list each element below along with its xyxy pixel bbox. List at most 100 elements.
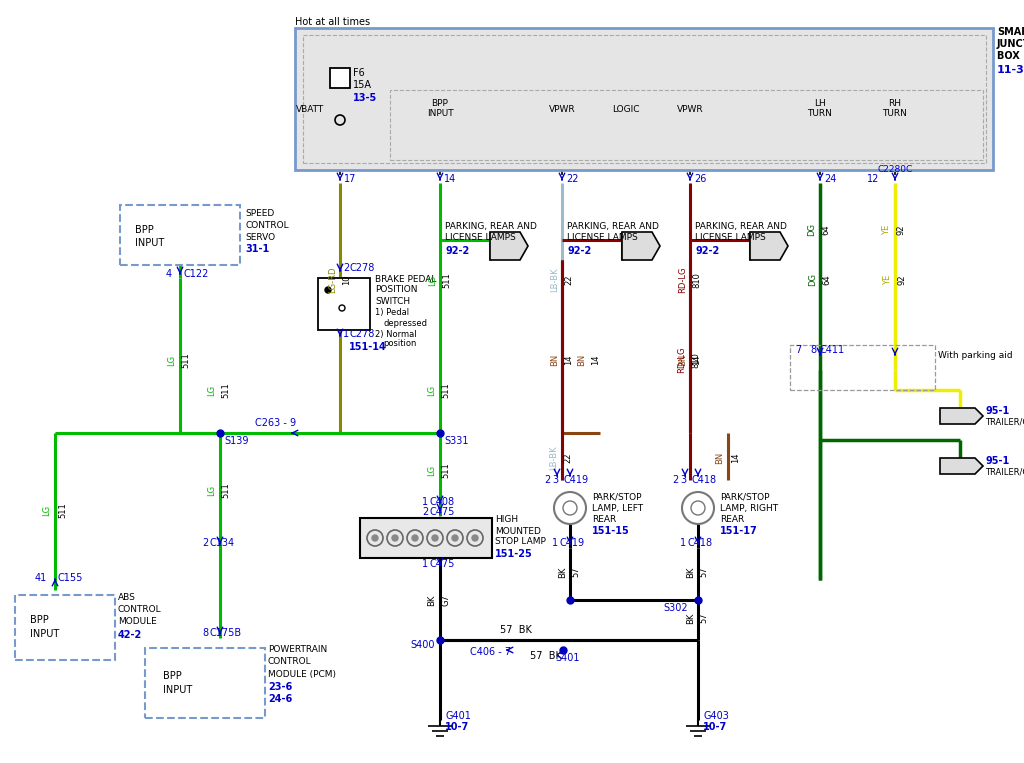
- Text: 24: 24: [824, 174, 837, 184]
- Text: LG: LG: [168, 355, 176, 365]
- Text: 57: 57: [699, 567, 709, 578]
- Text: LAMP, RIGHT: LAMP, RIGHT: [720, 504, 778, 513]
- Text: 64: 64: [822, 275, 831, 285]
- Text: 511: 511: [441, 382, 451, 398]
- Text: YE: YE: [883, 225, 892, 235]
- Text: 57: 57: [699, 613, 709, 623]
- Text: LG: LG: [428, 275, 437, 285]
- Text: 92-2: 92-2: [695, 246, 719, 256]
- Text: 511: 511: [181, 353, 190, 368]
- Text: CONTROL: CONTROL: [118, 606, 162, 614]
- Text: TRAILER/CAMPER ADAPTER: TRAILER/CAMPER ADAPTER: [985, 468, 1024, 477]
- Text: LH: LH: [814, 98, 826, 108]
- Text: 22: 22: [564, 275, 573, 285]
- Text: BPP: BPP: [163, 671, 181, 681]
- Text: 92: 92: [896, 225, 905, 235]
- Polygon shape: [940, 408, 983, 424]
- Text: MOUNTED: MOUNTED: [495, 526, 541, 536]
- Text: 95-1: 95-1: [985, 456, 1010, 466]
- Text: TURN: TURN: [808, 108, 833, 118]
- Text: BK: BK: [686, 613, 695, 623]
- Text: 2: 2: [422, 507, 428, 517]
- Text: 1: 1: [552, 538, 558, 548]
- Bar: [145, 648, 265, 718]
- Text: C278: C278: [349, 329, 375, 339]
- Polygon shape: [622, 232, 660, 260]
- Circle shape: [372, 535, 378, 541]
- Text: S400: S400: [410, 640, 434, 650]
- Text: F6: F6: [353, 68, 365, 78]
- Text: 810: 810: [692, 272, 701, 288]
- Text: 92-2: 92-2: [567, 246, 591, 256]
- Text: PARKING, REAR AND: PARKING, REAR AND: [695, 221, 786, 230]
- Text: 42-2: 42-2: [118, 630, 142, 640]
- Text: C408: C408: [430, 497, 455, 507]
- Text: 810: 810: [691, 352, 700, 368]
- Text: STOP LAMP: STOP LAMP: [495, 537, 546, 546]
- Text: BOX (SJB): BOX (SJB): [997, 51, 1024, 61]
- Text: C2280C: C2280C: [877, 166, 912, 175]
- Text: 511: 511: [58, 502, 68, 518]
- Text: LG-RD: LG-RD: [329, 267, 338, 293]
- Text: INPUT: INPUT: [427, 108, 454, 118]
- Text: C122: C122: [183, 269, 208, 279]
- Text: C411: C411: [820, 345, 845, 355]
- Text: 57: 57: [571, 567, 581, 578]
- Text: 1: 1: [422, 559, 428, 569]
- Text: 23-6: 23-6: [268, 682, 292, 692]
- Text: 31-1: 31-1: [245, 244, 269, 254]
- Text: 8: 8: [202, 628, 208, 638]
- Text: POSITION: POSITION: [375, 285, 418, 295]
- Circle shape: [472, 535, 478, 541]
- Text: 10-7: 10-7: [703, 722, 727, 732]
- Text: LOGIC: LOGIC: [612, 105, 640, 114]
- Text: BPP: BPP: [30, 615, 49, 625]
- Text: LG: LG: [427, 385, 436, 395]
- Text: 24-6: 24-6: [268, 694, 292, 704]
- Bar: [120, 205, 240, 265]
- Text: 41: 41: [35, 573, 47, 583]
- Text: VPWR: VPWR: [549, 105, 575, 114]
- Text: VPWR: VPWR: [677, 105, 703, 114]
- Bar: [330, 68, 350, 88]
- Text: 151-17: 151-17: [720, 526, 758, 536]
- Bar: [303, 35, 986, 163]
- Text: 12: 12: [867, 174, 880, 184]
- Text: 1: 1: [343, 329, 349, 339]
- Text: C475: C475: [430, 559, 456, 569]
- Text: LB-BK: LB-BK: [550, 446, 558, 470]
- Text: BPP: BPP: [431, 98, 449, 108]
- Text: G7: G7: [441, 594, 451, 606]
- Circle shape: [325, 287, 331, 293]
- Text: depressed: depressed: [383, 318, 427, 327]
- Text: INPUT: INPUT: [163, 685, 193, 695]
- Text: S302: S302: [663, 603, 688, 613]
- Text: S139: S139: [224, 436, 249, 446]
- Text: LICENSE LAMPS: LICENSE LAMPS: [445, 233, 516, 242]
- Bar: [15, 595, 115, 660]
- Text: PARK/STOP: PARK/STOP: [592, 492, 641, 501]
- Text: CONTROL: CONTROL: [268, 658, 311, 667]
- Circle shape: [412, 535, 418, 541]
- Text: YE: YE: [884, 275, 893, 285]
- Text: 4: 4: [166, 269, 172, 279]
- Text: MODULE: MODULE: [118, 617, 157, 626]
- Text: TRAILER/CAMPER ADAPTER: TRAILER/CAMPER ADAPTER: [985, 417, 1024, 427]
- Text: 10: 10: [342, 275, 351, 285]
- Text: 26: 26: [694, 174, 707, 184]
- Text: 3: 3: [680, 475, 686, 485]
- Text: S331: S331: [444, 436, 469, 446]
- Text: C475: C475: [430, 507, 456, 517]
- Text: SERVO: SERVO: [245, 233, 275, 242]
- Text: ABS: ABS: [118, 594, 136, 603]
- Text: 22: 22: [566, 174, 579, 184]
- Text: LICENSE LAMPS: LICENSE LAMPS: [567, 233, 638, 242]
- Text: 57  BK: 57 BK: [500, 625, 531, 635]
- Text: LAMP, LEFT: LAMP, LEFT: [592, 504, 643, 513]
- Text: REAR: REAR: [720, 514, 744, 523]
- Bar: [318, 278, 370, 330]
- Text: BRAKE PEDAL: BRAKE PEDAL: [375, 275, 436, 284]
- Text: REAR: REAR: [592, 514, 616, 523]
- Text: HIGH: HIGH: [495, 516, 518, 524]
- Text: RD-LG: RD-LG: [678, 346, 686, 373]
